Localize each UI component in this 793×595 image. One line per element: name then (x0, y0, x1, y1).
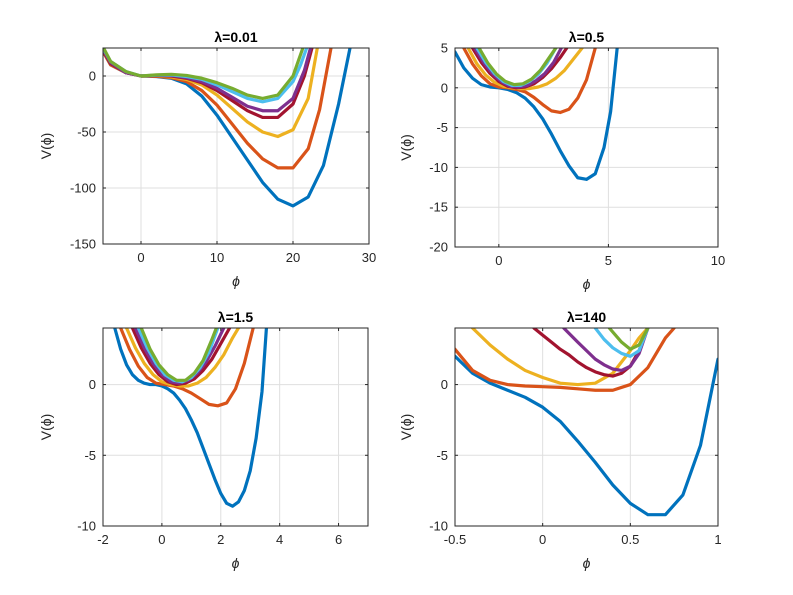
x-tick-label: 4 (276, 532, 283, 547)
chart-panel-4: -0.5 0 0.5 1 -10 -5 0 λ=140 ϕ V(ϕ) (398, 309, 722, 571)
x-tick-label: 0 (495, 253, 502, 268)
series-line-curve-7 (139, 328, 218, 382)
series-group (455, 48, 619, 181)
y-tick-label: -15 (429, 200, 448, 215)
x-tick-label: 0 (137, 250, 144, 265)
series-group (113, 328, 269, 508)
series-line-curve-3 (124, 328, 241, 388)
x-axis-label: ϕ (583, 276, 591, 292)
y-tick-label: -10 (429, 160, 448, 175)
series-line-curve-6 (593, 328, 650, 358)
series-line-curve-3 (470, 328, 650, 387)
y-tick-label: -50 (77, 125, 96, 140)
series-line-curve-1 (455, 48, 619, 181)
y-axis-label: V(ϕ) (38, 133, 54, 160)
chart-title: λ=0.5 (569, 29, 605, 45)
y-axis-label: V(ϕ) (398, 414, 414, 441)
chart-panel-1: 0 10 20 30 -150 -100 -50 0 λ=0.01 ϕ V(ϕ) (38, 29, 376, 289)
axes-box (102, 47, 370, 245)
x-axis-label: ϕ (583, 555, 591, 571)
x-tick-label: 10 (210, 250, 224, 265)
x-tick-label: 20 (286, 250, 300, 265)
x-tick-label: 6 (335, 532, 342, 547)
series-line-curve-1 (455, 354, 718, 517)
series-line-curve-7 (477, 48, 558, 87)
x-tick-label: 1 (714, 532, 721, 547)
x-tick-label: 0.5 (621, 532, 639, 547)
y-tick-label: 0 (89, 69, 96, 84)
chart-title: λ=0.01 (214, 29, 257, 45)
y-tick-label: -10 (429, 519, 448, 534)
axes-box (454, 327, 719, 527)
chart-panel-3: -2 0 2 4 6 -10 -5 0 λ=1.5 ϕ V(ϕ) (38, 309, 369, 571)
y-tick-label: 5 (441, 41, 448, 56)
y-tick-label: -10 (77, 519, 96, 534)
axes-box (102, 327, 369, 527)
series-group (455, 328, 718, 517)
series-line-curve-1 (113, 328, 269, 508)
series-line-curve-7 (607, 328, 650, 351)
y-tick-label: -5 (436, 120, 448, 135)
y-tick-label: -5 (84, 448, 96, 463)
series-line-curve-2 (462, 48, 597, 115)
x-axis-label: ϕ (232, 555, 240, 571)
chart-title: λ=140 (567, 309, 607, 325)
x-tick-label: 10 (711, 253, 725, 268)
y-axis-label: V(ϕ) (38, 414, 54, 441)
y-tick-label: 0 (89, 377, 96, 392)
y-axis-label: V(ϕ) (398, 134, 414, 161)
x-tick-label: -0.5 (444, 532, 466, 547)
chart-panel-2: 0 5 10 -20 -15 -10 -5 0 5 λ=0.5 ϕ V(ϕ) (398, 29, 725, 292)
y-tick-label: -20 (429, 240, 448, 255)
chart-title: λ=1.5 (218, 309, 254, 325)
x-tick-label: 0 (539, 532, 546, 547)
x-axis-label: ϕ (232, 273, 240, 289)
x-tick-label: 5 (605, 253, 612, 268)
x-tick-label: 30 (362, 250, 376, 265)
series-line-curve-7 (103, 48, 305, 100)
y-tick-label: -5 (436, 448, 448, 463)
series-line-curve-5 (133, 328, 226, 385)
y-tick-label: 0 (441, 80, 448, 95)
series-line-curve-5 (562, 328, 650, 373)
series-group (103, 48, 352, 208)
y-tick-label: -100 (70, 181, 96, 196)
axes-box (454, 47, 719, 248)
x-tick-label: 0 (158, 532, 165, 547)
x-tick-label: -2 (97, 532, 109, 547)
series-line-curve-2 (455, 328, 676, 392)
y-tick-label: 0 (441, 377, 448, 392)
y-tick-label: -150 (70, 237, 96, 252)
series-line-curve-2 (119, 328, 255, 408)
x-tick-label: 2 (217, 532, 224, 547)
